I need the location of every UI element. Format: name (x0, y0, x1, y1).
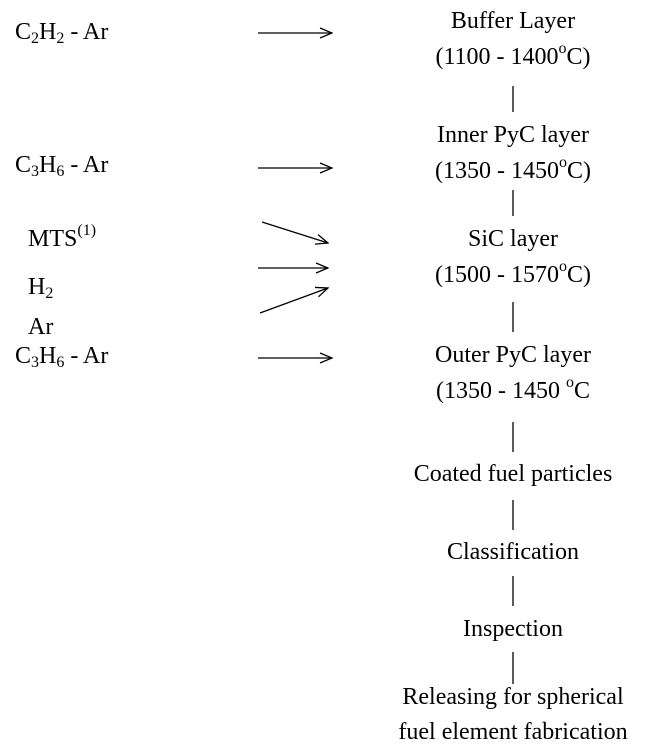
step-label: SiC layer (468, 226, 558, 252)
step-label: Inner PyC layer (437, 122, 589, 148)
step-label: (1100 - 1400oC) (435, 40, 590, 70)
superscript: o (559, 40, 567, 57)
subscript: 6 (56, 163, 64, 180)
subscript: 3 (31, 163, 39, 180)
input-label: Ar (28, 314, 53, 340)
arrow (259, 288, 328, 314)
step-label: (1350 - 1450 oC (436, 374, 590, 404)
text-run: MTS (28, 226, 77, 252)
step-label: Coated fuel particles (414, 461, 613, 487)
text-run: SiC layer (468, 226, 558, 252)
text-run: - Ar (64, 19, 108, 45)
text-run: C (15, 152, 31, 178)
text-run: - Ar (64, 343, 108, 369)
step-label: Releasing for spherical (402, 684, 624, 710)
text-run: C (574, 378, 590, 404)
arrow (261, 221, 328, 243)
step-label: Outer PyC layer (435, 342, 591, 368)
text-run: C) (567, 158, 591, 184)
superscript: o (559, 258, 567, 275)
text-run: C (15, 19, 31, 45)
text-run: C (15, 343, 31, 369)
subscript: 2 (45, 285, 53, 302)
arrows (258, 33, 332, 358)
text-run: Inner PyC layer (437, 122, 589, 148)
text-run: Inspection (463, 616, 563, 642)
input-label: C2H2 - Ar (15, 19, 108, 47)
text-run: H (28, 274, 45, 300)
subscript: 6 (56, 354, 64, 371)
text-run: (1350 - 1450 (436, 378, 566, 404)
text-run: (1100 - 1400 (435, 44, 558, 70)
text-run: (1500 - 1570 (435, 262, 559, 288)
input-label: C3H6 - Ar (15, 152, 108, 180)
text-run: C) (567, 44, 591, 70)
text-run: Outer PyC layer (435, 342, 591, 368)
input-label: H2 (28, 274, 53, 302)
text-run: (1350 - 1450 (435, 158, 559, 184)
step-label: Inspection (463, 616, 563, 642)
text-run: - Ar (64, 152, 108, 178)
input-label: MTS(1) (28, 222, 96, 252)
superscript: (1) (77, 222, 96, 239)
text-run: H (39, 152, 56, 178)
step-label: Buffer Layer (451, 8, 575, 34)
text-run: Classification (447, 539, 579, 565)
text-run: fuel element fabrication (398, 719, 627, 745)
input-label: C3H6 - Ar (15, 343, 108, 371)
text-run: H (39, 343, 56, 369)
step-label: (1500 - 1570oC) (435, 258, 591, 288)
text-run: Buffer Layer (451, 8, 575, 34)
subscript: 2 (31, 30, 39, 47)
step-label: (1350 - 1450oC) (435, 154, 591, 184)
superscript: o (559, 154, 567, 171)
subscript: 3 (31, 354, 39, 371)
text-run: Ar (28, 314, 53, 340)
step-label: fuel element fabrication (398, 719, 627, 745)
text-run: Releasing for spherical (402, 684, 624, 710)
text-run: C) (567, 262, 591, 288)
step-label: Classification (447, 539, 579, 565)
text-run: H (39, 19, 56, 45)
text-run: Coated fuel particles (414, 461, 613, 487)
superscript: o (566, 374, 574, 391)
subscript: 2 (56, 30, 64, 47)
